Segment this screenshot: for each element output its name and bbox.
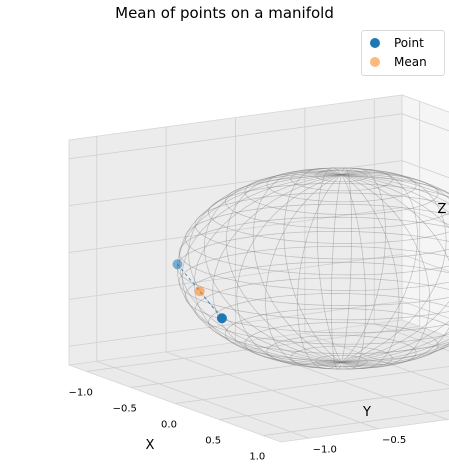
y-axis-label: Y [362, 405, 371, 420]
tick-label: −1.0 [69, 387, 93, 398]
legend-label-point: Point [394, 36, 424, 50]
tick-label: −0.5 [382, 435, 406, 446]
point-marker [217, 313, 227, 323]
legend-marker-mean [370, 57, 380, 67]
tick-label: 0.0 [161, 420, 177, 431]
tick-label: −0.5 [113, 404, 137, 415]
chart-title: Mean of points on a manifold [0, 4, 449, 22]
mean-marker [195, 286, 205, 296]
tick-label: 0.5 [205, 436, 221, 447]
tick-label: −1.0 [313, 444, 337, 455]
z-axis-label: Z [438, 202, 447, 217]
tick-label: 1.0 [249, 452, 265, 463]
legend-label-mean: Mean [394, 55, 427, 69]
x-axis-label: X [146, 438, 155, 453]
legend-entry-point: Point [370, 34, 424, 52]
point-marker [173, 259, 183, 269]
legend-marker-point [370, 38, 380, 48]
legend-entry-mean: Mean [370, 53, 427, 71]
legend: Point Mean [361, 30, 445, 76]
